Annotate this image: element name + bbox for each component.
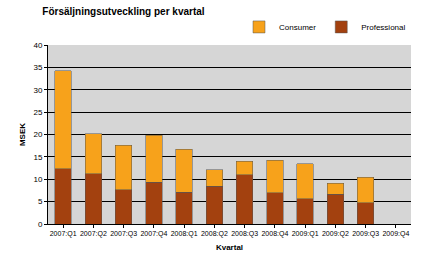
svg-text:Consumer: Consumer (279, 23, 316, 32)
svg-text:10: 10 (33, 175, 42, 184)
svg-text:30: 30 (33, 86, 42, 95)
svg-text:2008:Q1: 2008:Q1 (171, 230, 198, 238)
svg-text:0: 0 (38, 220, 43, 229)
svg-text:2007:Q1: 2007:Q1 (50, 230, 77, 238)
svg-text:35: 35 (33, 63, 42, 72)
svg-text:2009:Q3: 2009:Q3 (352, 230, 379, 238)
svg-text:25: 25 (33, 108, 42, 117)
svg-text:Professional: Professional (361, 23, 405, 32)
svg-text:20: 20 (33, 130, 42, 139)
svg-text:40: 40 (33, 41, 42, 50)
svg-text:2008:Q2: 2008:Q2 (201, 230, 228, 238)
svg-text:MSEK: MSEK (18, 123, 27, 146)
svg-text:2009:Q1: 2009:Q1 (292, 230, 319, 238)
svg-text:Kvartal: Kvartal (216, 243, 243, 252)
svg-text:2007:Q4: 2007:Q4 (140, 230, 167, 238)
svg-text:2007:Q3: 2007:Q3 (110, 230, 137, 238)
svg-text:Försäljningsutveckling per kva: Försäljningsutveckling per kvartal (42, 6, 204, 17)
svg-text:2007:Q2: 2007:Q2 (80, 230, 107, 238)
svg-text:2009:Q4: 2009:Q4 (382, 230, 409, 238)
svg-text:2008:Q3: 2008:Q3 (231, 230, 258, 238)
svg-text:5: 5 (38, 197, 43, 206)
svg-text:2009:Q2: 2009:Q2 (322, 230, 349, 238)
svg-text:15: 15 (33, 153, 42, 162)
svg-text:2008:Q4: 2008:Q4 (261, 230, 288, 238)
